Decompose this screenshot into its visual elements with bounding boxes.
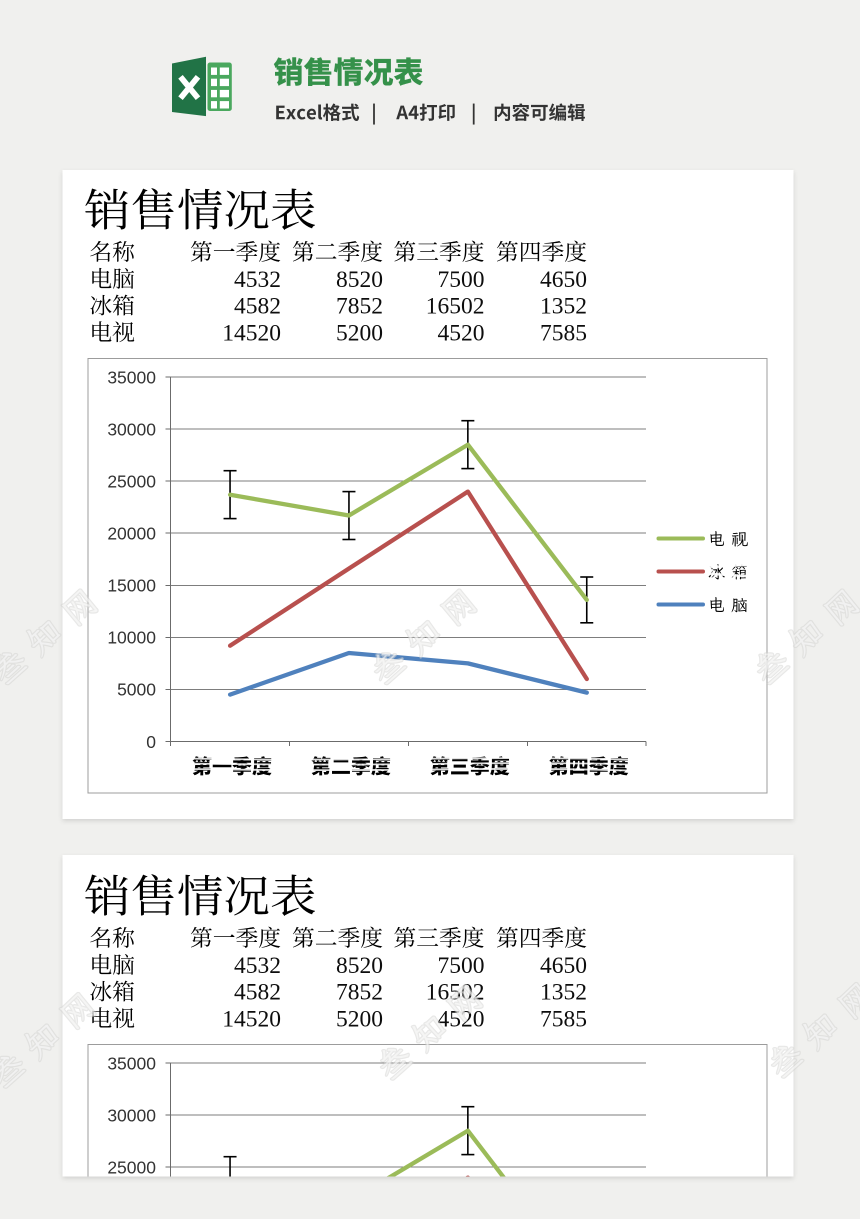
svg-text:25000: 25000 <box>107 1157 156 1177</box>
svg-text:7500: 7500 <box>438 267 485 293</box>
svg-text:7852: 7852 <box>336 294 383 320</box>
svg-text:4532: 4532 <box>234 267 281 293</box>
svg-text:14520: 14520 <box>222 1006 281 1032</box>
svg-text:4520: 4520 <box>438 1006 485 1032</box>
svg-text:1352: 1352 <box>540 980 587 1006</box>
svg-text:4650: 4650 <box>540 953 587 979</box>
svg-text:1352: 1352 <box>540 294 587 320</box>
svg-text:5000: 5000 <box>117 680 156 700</box>
svg-text:7585: 7585 <box>540 1006 587 1032</box>
svg-text:0: 0 <box>146 732 156 752</box>
svg-text:30000: 30000 <box>107 419 156 439</box>
svg-text:20000: 20000 <box>107 524 156 544</box>
svg-text:35000: 35000 <box>107 367 156 387</box>
svg-text:30000: 30000 <box>107 1105 156 1125</box>
svg-text:4582: 4582 <box>234 980 281 1006</box>
svg-text:7852: 7852 <box>336 980 383 1006</box>
svg-text:5200: 5200 <box>336 1006 383 1032</box>
svg-text:4582: 4582 <box>234 294 281 320</box>
svg-text:5200: 5200 <box>336 320 383 346</box>
svg-text:8520: 8520 <box>336 953 383 979</box>
svg-text:15000: 15000 <box>107 576 156 596</box>
svg-text:35000: 35000 <box>107 1053 156 1073</box>
svg-text:25000: 25000 <box>107 471 156 491</box>
svg-text:4532: 4532 <box>234 953 281 979</box>
svg-text:10000: 10000 <box>107 628 156 648</box>
svg-text:4520: 4520 <box>438 320 485 346</box>
svg-text:8520: 8520 <box>336 267 383 293</box>
svg-text:14520: 14520 <box>222 320 281 346</box>
svg-text:16502: 16502 <box>426 294 485 320</box>
svg-text:7500: 7500 <box>438 953 485 979</box>
svg-text:7585: 7585 <box>540 320 587 346</box>
svg-text:4650: 4650 <box>540 267 587 293</box>
